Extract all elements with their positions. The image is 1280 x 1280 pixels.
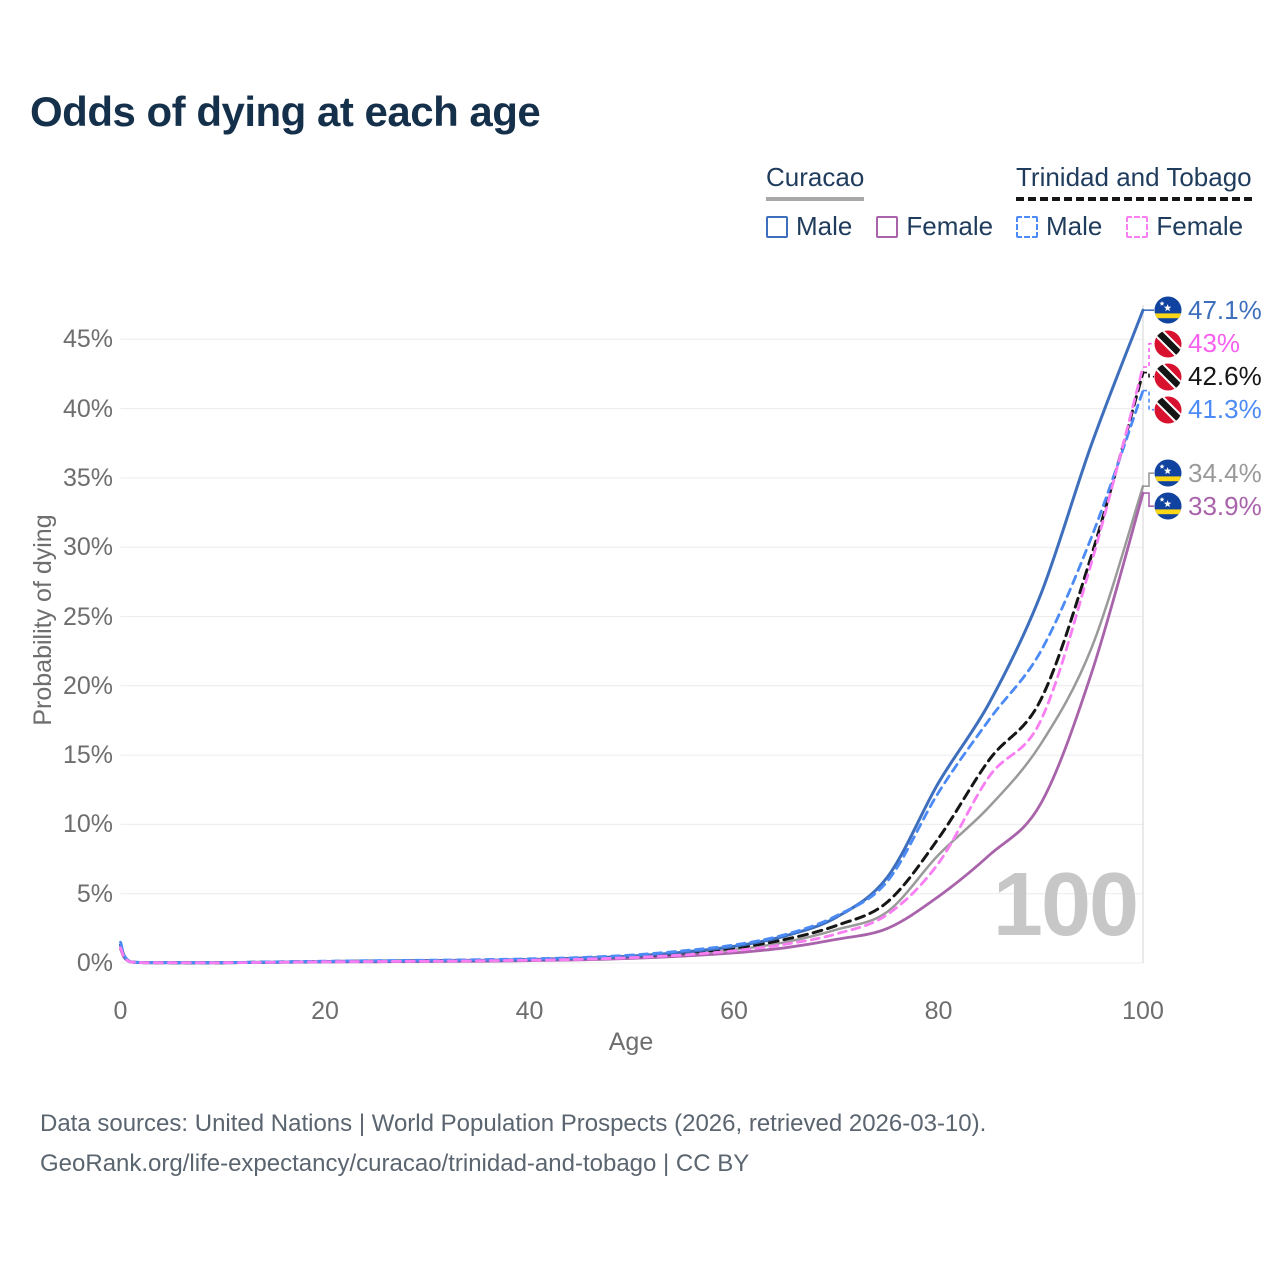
- end-label-trinidad-female: 43%: [1154, 328, 1241, 359]
- y-tick-label: 30%: [62, 533, 113, 562]
- x-tick-label: 100: [1122, 997, 1164, 1025]
- x-tick-label: 60: [720, 997, 748, 1025]
- trinidad-flag-icon: [1154, 330, 1182, 358]
- end-label-value: 34.4%: [1188, 457, 1262, 488]
- x-tick-label: 40: [515, 997, 544, 1025]
- legend-item-trinidad-female[interactable]: Female: [1126, 211, 1243, 242]
- x-tick-label: 20: [311, 997, 339, 1025]
- y-tick-label: 45%: [62, 325, 113, 354]
- end-label-connector-trinidad-female: [1143, 342, 1154, 368]
- footer-attribution[interactable]: GeoRank.org/life-expectancy/curacao/trin…: [40, 1150, 750, 1177]
- end-label-value: 42.6%: [1188, 361, 1262, 392]
- trinidad-flag-icon: [1154, 363, 1182, 391]
- y-tick-label: 10%: [62, 810, 113, 839]
- legend-group-curacao: Curacao Male Female: [766, 162, 1017, 242]
- legend-country-curacao: Curacao: [766, 162, 865, 201]
- legend-label-curacao-male: Male: [796, 211, 853, 241]
- page-title: Odds of dying at each age: [30, 88, 541, 135]
- hover-age-watermark: 100: [992, 855, 1139, 955]
- legend-checkbox-curacao-male[interactable]: [766, 215, 788, 238]
- end-label-connector-curacao-female: [1143, 492, 1154, 507]
- legend-country-trinidad: Trinidad and Tobago: [1016, 162, 1252, 201]
- series-line-trinidad-female[interactable]: [119, 365, 1145, 965]
- end-label-trinidad-male: 41.3%: [1154, 394, 1262, 425]
- end-label-connector-trinidad-male: [1143, 389, 1154, 411]
- y-tick-label: 25%: [62, 602, 113, 631]
- trinidad-flag-icon: [1154, 396, 1182, 424]
- end-label-connector-trinidad-both: [1143, 371, 1154, 378]
- legend-checkbox-trinidad-male[interactable]: [1016, 215, 1038, 238]
- y-tick-label: 20%: [62, 671, 113, 700]
- end-label-trinidad-both: 42.6%: [1154, 361, 1262, 392]
- y-tick-label: 0%: [76, 949, 113, 977]
- end-label-value: 43%: [1188, 328, 1241, 359]
- y-tick-label: 40%: [62, 394, 113, 423]
- end-label-curacao-both: 34.4%: [1154, 458, 1262, 488]
- end-label-connector-curacao-both: [1143, 472, 1154, 487]
- y-tick-label: 15%: [62, 741, 113, 770]
- legend-item-curacao-female[interactable]: Female: [876, 211, 993, 242]
- x-axis-title: Age: [608, 1028, 654, 1056]
- y-axis-title: Probability of dying: [29, 514, 57, 726]
- curacao-flag-icon: [1154, 296, 1182, 324]
- legend-label-trinidad-male: Male: [1046, 211, 1103, 241]
- legend-label-curacao-female: Female: [906, 211, 994, 241]
- end-label-value: 47.1%: [1188, 294, 1262, 325]
- x-tick-label: 80: [924, 997, 953, 1025]
- end-label-value: 33.9%: [1188, 490, 1262, 521]
- footer-data-sources: Data sources: United Nations | World Pop…: [40, 1110, 987, 1137]
- y-tick-label: 5%: [76, 879, 113, 908]
- y-tick-label: 35%: [62, 463, 113, 492]
- end-label-curacao-female: 33.9%: [1154, 491, 1262, 521]
- legend-item-curacao-male[interactable]: Male: [766, 211, 852, 242]
- x-tick-label: 0: [113, 997, 128, 1025]
- curacao-flag-icon: [1154, 492, 1182, 520]
- end-label-curacao-male: 47.1%: [1154, 295, 1262, 325]
- legend-item-trinidad-male[interactable]: Male: [1016, 211, 1102, 242]
- legend-checkbox-trinidad-female[interactable]: [1126, 215, 1149, 238]
- end-label-value: 41.3%: [1188, 394, 1262, 425]
- legend-checkbox-curacao-female[interactable]: [876, 215, 899, 238]
- curacao-flag-icon: [1154, 459, 1182, 487]
- legend-label-trinidad-female: Female: [1156, 211, 1244, 241]
- legend-group-trinidad: Trinidad and Tobago Male Female: [1016, 162, 1267, 242]
